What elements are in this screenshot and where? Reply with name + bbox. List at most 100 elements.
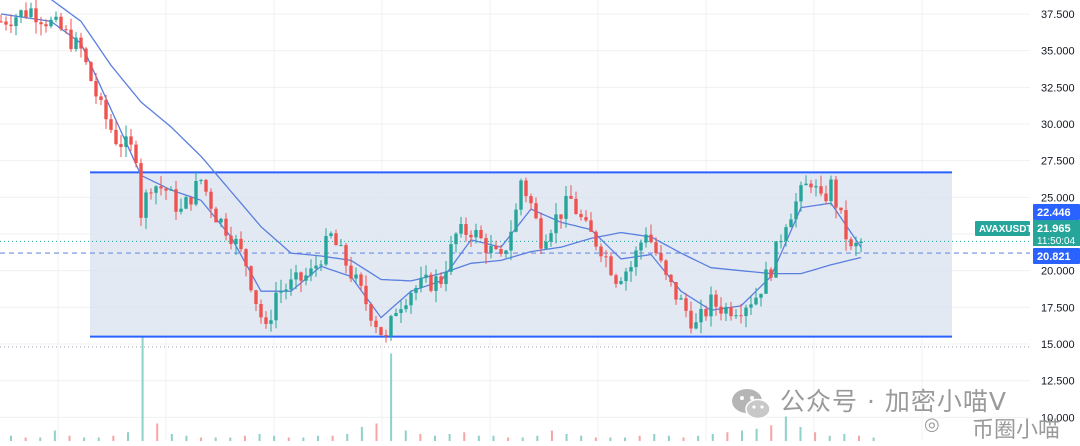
candle-body — [404, 305, 408, 310]
candle-body — [579, 213, 583, 218]
candle-body — [104, 99, 108, 120]
volume-bar — [390, 353, 393, 441]
candle-body — [609, 256, 613, 276]
candle-body — [439, 276, 443, 285]
volume-bar — [156, 423, 159, 441]
candle-body — [369, 304, 373, 321]
axis-tick-label: 32.500 — [1041, 82, 1075, 94]
volume-bar — [828, 435, 831, 441]
lower-level-tag: 20.821 — [1037, 251, 1071, 263]
candle-body — [284, 289, 288, 292]
candle-body — [839, 207, 843, 211]
volume-bar — [404, 430, 407, 441]
candle-body — [64, 29, 68, 31]
candle-body — [629, 267, 633, 272]
candle-body — [754, 297, 758, 305]
axis-tick-label: 20.000 — [1041, 266, 1075, 278]
watermark: 公众号 · 加密小喵V ◎ 币圈小喵 — [728, 378, 1080, 443]
volume-bar — [872, 437, 875, 441]
lower-level-tag-bg — [1033, 248, 1080, 264]
candle-body — [829, 179, 833, 202]
volume-bar — [477, 435, 480, 441]
candle-body — [424, 274, 428, 278]
volume-bar — [507, 437, 510, 441]
candle-body — [449, 244, 453, 272]
candle-body — [114, 129, 118, 145]
watermark-line2: 币圈小喵 — [972, 418, 1061, 443]
candle-body — [759, 293, 763, 298]
candle-body — [169, 189, 173, 191]
candle-body — [264, 317, 268, 324]
candle-body — [574, 198, 578, 214]
candle-body — [539, 218, 543, 249]
watermark-line1: 公众号 · 加密小喵V — [780, 387, 1007, 416]
candle-body — [29, 8, 33, 17]
candle-body — [304, 275, 308, 281]
candle-body — [209, 191, 213, 209]
candle-body — [664, 260, 668, 275]
candle-body — [189, 197, 193, 205]
candle-body — [74, 37, 78, 50]
volume-bar — [594, 437, 597, 441]
volume-bar — [755, 428, 758, 441]
candle-body — [779, 241, 783, 243]
candle-body — [429, 274, 433, 291]
volume-bar — [83, 437, 86, 441]
candle-body — [494, 245, 498, 250]
candle-body — [349, 265, 353, 279]
candle-body — [764, 269, 768, 294]
candle-body — [824, 193, 828, 202]
volume-bar — [53, 430, 56, 441]
candle-body — [324, 236, 328, 265]
candle-body — [19, 10, 23, 18]
candle-body — [544, 241, 548, 249]
candle-body — [509, 231, 513, 251]
candle-body — [299, 272, 303, 281]
volume-bar — [302, 437, 305, 441]
candle-body — [49, 19, 53, 27]
candle-body — [484, 238, 488, 254]
axis-tick-label: 25.000 — [1041, 192, 1075, 204]
candle-body — [309, 268, 313, 276]
candle-body — [399, 309, 403, 314]
axis-tick-label: 10.000 — [1041, 412, 1075, 424]
volume-bar — [39, 437, 42, 441]
candle-body — [524, 180, 528, 197]
axis-tick-label: 15.000 — [1041, 339, 1075, 351]
candle-body — [589, 220, 593, 232]
volume-bar — [653, 434, 656, 441]
candle-body — [674, 282, 678, 300]
volume-bar — [550, 430, 553, 441]
symbol-tag: AVAXUSDT — [979, 224, 1033, 235]
candle-body — [669, 274, 673, 283]
candle-body — [4, 21, 8, 25]
candle-body — [454, 233, 458, 245]
volume-bar — [331, 435, 334, 441]
volume-bar — [843, 434, 846, 441]
volume-bar — [317, 435, 320, 441]
candle-body — [714, 294, 718, 307]
candle-body — [809, 183, 813, 188]
candle-body — [54, 16, 58, 20]
candle-body — [644, 234, 648, 243]
volume-bar — [170, 434, 173, 441]
candle-body — [154, 186, 158, 193]
volume-bar — [141, 336, 144, 441]
candle-body — [134, 144, 138, 164]
candle-body — [659, 253, 663, 261]
volume-bar — [463, 432, 466, 441]
volume-bar — [229, 437, 232, 441]
candle-body — [569, 195, 573, 199]
candle-body — [294, 272, 298, 280]
candle-body — [279, 291, 283, 293]
candle-body — [344, 245, 348, 266]
candle-body — [719, 306, 723, 314]
candle-body — [249, 266, 253, 291]
candle-body — [174, 189, 178, 212]
candle-body — [739, 315, 743, 317]
volume-bar — [521, 437, 524, 441]
candle-body — [139, 163, 143, 218]
axis-tick-label: 12.500 — [1041, 376, 1075, 388]
